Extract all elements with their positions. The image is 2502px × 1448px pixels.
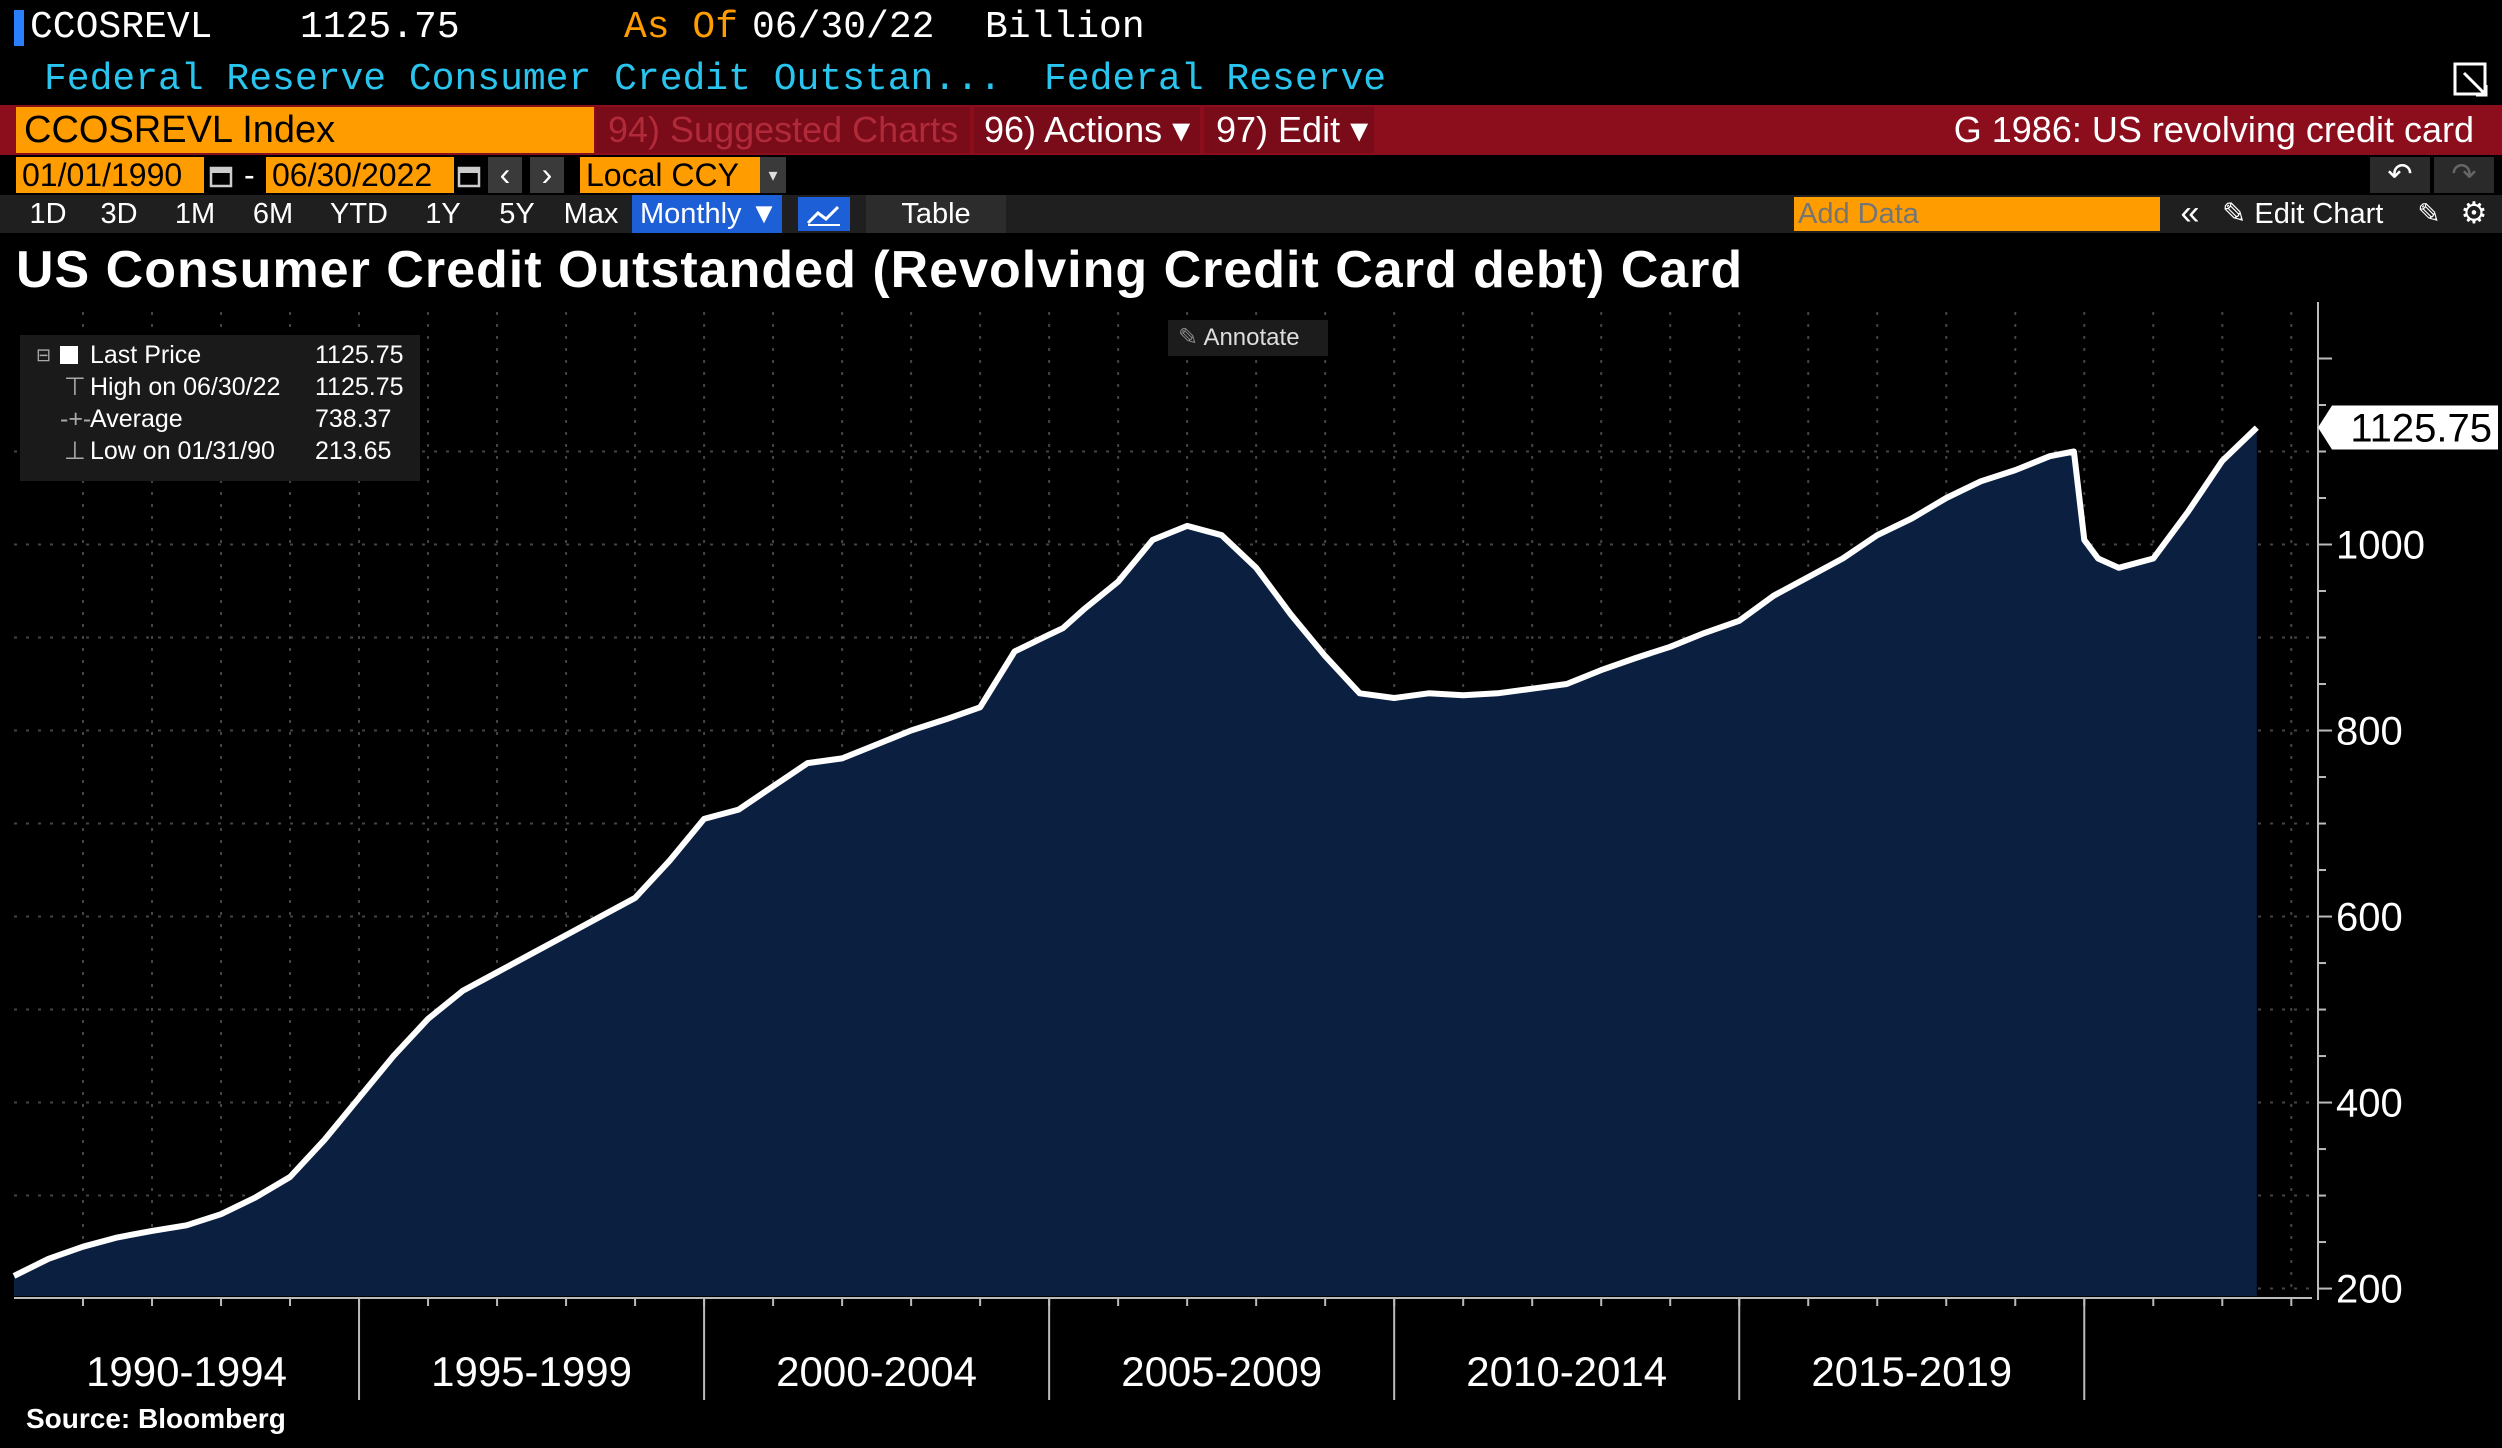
chart-name: G 1986: US revolving credit card bbox=[1953, 109, 2474, 150]
popout-icon[interactable] bbox=[2452, 61, 2492, 101]
period-button[interactable]: 1D bbox=[29, 198, 67, 230]
series-line bbox=[12, 425, 2259, 1279]
units: Billion bbox=[985, 6, 1145, 49]
prev-period-button[interactable]: ‹ bbox=[488, 157, 522, 193]
x-axis: 1990-1994 1995-1999 2000-2004 2005-2009 2010… bbox=[14, 1297, 2312, 1400]
y-tick-label: 400 bbox=[2336, 1082, 2403, 1126]
x-tick-label: 2005-2009 bbox=[1121, 1348, 1322, 1395]
legend-value: 1125.75 bbox=[315, 373, 404, 401]
date-separator: - bbox=[244, 157, 255, 193]
edit-chart-label: Edit Chart bbox=[2254, 198, 2384, 230]
description-bar: Federal Reserve Consumer Credit Outstan.… bbox=[0, 55, 2502, 105]
period-button[interactable]: Max bbox=[563, 198, 619, 230]
x-tick-label: 1995-1999 bbox=[431, 1348, 632, 1395]
period-bar: 1D 3D 1M 6M YTD 1Y 5Y Max Monthly ▼ Table « ✎ E… bbox=[0, 195, 2502, 233]
calendar-icon[interactable] bbox=[208, 163, 234, 189]
legend-row-last: ⊟ Last Price 1125.75 bbox=[20, 339, 420, 371]
header-bar: CCOSREVL 1125.75 As Of 06/30/22 Billion bbox=[0, 0, 2502, 55]
suggested-charts-button[interactable]: 94) Suggested Charts bbox=[596, 107, 970, 153]
as-of-date: 06/30/22 bbox=[752, 6, 935, 49]
annotate-button[interactable]: ✎ Annotate bbox=[1168, 320, 1328, 356]
calendar-icon[interactable] bbox=[456, 163, 482, 189]
collapse-icon[interactable]: « bbox=[2180, 194, 2200, 232]
legend-value: 1125.75 bbox=[315, 341, 404, 369]
next-period-button[interactable]: › bbox=[530, 157, 564, 193]
x-tick-label: 1990-1994 bbox=[86, 1348, 287, 1395]
chart-area[interactable]: 200 400 600 800 1000 1125.75 1990-1994 1995-19… bbox=[0, 290, 2502, 1400]
period-button[interactable]: YTD bbox=[330, 198, 388, 230]
last-value-tag bbox=[2318, 405, 2498, 450]
legend-value: 738.37 bbox=[315, 405, 392, 433]
command-bar: CCOSREVL Index 94) Suggested Charts 96) … bbox=[0, 105, 2502, 155]
series-area-fill bbox=[14, 427, 2257, 1297]
y-tick-label: 1000 bbox=[2336, 524, 2425, 568]
currency-select[interactable]: Local CCY bbox=[580, 157, 760, 193]
low-marker-icon: ⊥ bbox=[64, 437, 86, 465]
annotate-label: Annotate bbox=[1203, 324, 1300, 351]
legend-row-low: ⊥ Low on 01/31/90 213.65 bbox=[20, 435, 420, 467]
add-data-input[interactable] bbox=[1794, 197, 2160, 231]
period-button[interactable]: 1Y bbox=[425, 198, 461, 230]
frequency-select[interactable]: Monthly ▼ bbox=[632, 195, 782, 233]
date-range-bar: 01/01/1990 - 06/30/2022 ‹ › Local CCY ▾ … bbox=[0, 155, 2502, 195]
chart-style-icon[interactable]: ✎ bbox=[2417, 198, 2441, 229]
pencil-icon: ✎ bbox=[1178, 324, 1199, 351]
end-date-input[interactable]: 06/30/2022 bbox=[266, 157, 454, 193]
source-name: Federal Reserve bbox=[1044, 58, 1387, 101]
source-note: Source: Bloomberg bbox=[26, 1403, 286, 1434]
ticker: CCOSREVL bbox=[30, 6, 213, 49]
as-of-label: As Of bbox=[624, 6, 739, 49]
ticker-marker bbox=[14, 10, 24, 46]
y-tick-label: 800 bbox=[2336, 710, 2403, 754]
security-description: Federal Reserve Consumer Credit Outstan.… bbox=[44, 58, 1002, 101]
period-button[interactable]: 5Y bbox=[499, 198, 535, 230]
x-tick-label: 2000-2004 bbox=[776, 1348, 977, 1395]
y-tick-label: 600 bbox=[2336, 896, 2403, 940]
legend-label: Average bbox=[90, 405, 183, 433]
table-view-button[interactable]: Table bbox=[866, 195, 1006, 233]
legend-box: ⊟ Last Price 1125.75 ⊤ High on 06/30/22 … bbox=[20, 335, 420, 481]
y-axis: 200 400 600 800 1000 1125.75 bbox=[2317, 302, 2498, 1312]
x-tick-label: 2015-2019 bbox=[1811, 1348, 2012, 1395]
last-price-swatch bbox=[60, 346, 78, 364]
edit-chart-button[interactable]: ✎ Edit Chart bbox=[2222, 195, 2383, 233]
period-button[interactable]: 3D bbox=[100, 198, 138, 230]
security-input[interactable]: CCOSREVL Index bbox=[16, 107, 594, 153]
legend-label: Last Price bbox=[90, 341, 202, 369]
legend-row-average: -+- Average 738.37 bbox=[20, 403, 420, 435]
legend-value: 213.65 bbox=[315, 437, 392, 465]
period-button[interactable]: 1M bbox=[174, 198, 216, 230]
line-chart-icon[interactable] bbox=[798, 197, 850, 231]
high-marker-icon: ⊤ bbox=[64, 373, 86, 401]
pencil-icon: ✎ bbox=[2222, 198, 2247, 230]
last-value: 1125.75 bbox=[300, 6, 460, 49]
legend-label: High on 06/30/22 bbox=[90, 373, 281, 401]
legend-label: Low on 01/31/90 bbox=[90, 437, 275, 465]
undo-button[interactable]: ↶ bbox=[2370, 157, 2430, 193]
last-value-label: 1125.75 bbox=[2350, 407, 2492, 451]
start-date-input[interactable]: 01/01/1990 bbox=[16, 157, 204, 193]
redo-button[interactable]: ↷ bbox=[2434, 157, 2494, 193]
average-marker-icon: -+- bbox=[60, 405, 92, 433]
collapse-legend-icon[interactable]: ⊟ bbox=[36, 345, 52, 365]
settings-gear-icon[interactable]: ⚙ bbox=[2460, 197, 2488, 230]
currency-dropdown-icon[interactable]: ▾ bbox=[760, 157, 786, 193]
legend-row-high: ⊤ High on 06/30/22 1125.75 bbox=[20, 371, 420, 403]
y-tick-label: 200 bbox=[2336, 1268, 2403, 1312]
period-button[interactable]: 6M bbox=[252, 198, 294, 230]
actions-menu[interactable]: 96) Actions ▾ bbox=[974, 107, 1200, 153]
x-tick-label: 2010-2014 bbox=[1466, 1348, 1667, 1395]
chart-title: US Consumer Credit Outstanded (Revolving… bbox=[16, 241, 1744, 299]
edit-menu[interactable]: 97) Edit ▾ bbox=[1204, 107, 1374, 153]
